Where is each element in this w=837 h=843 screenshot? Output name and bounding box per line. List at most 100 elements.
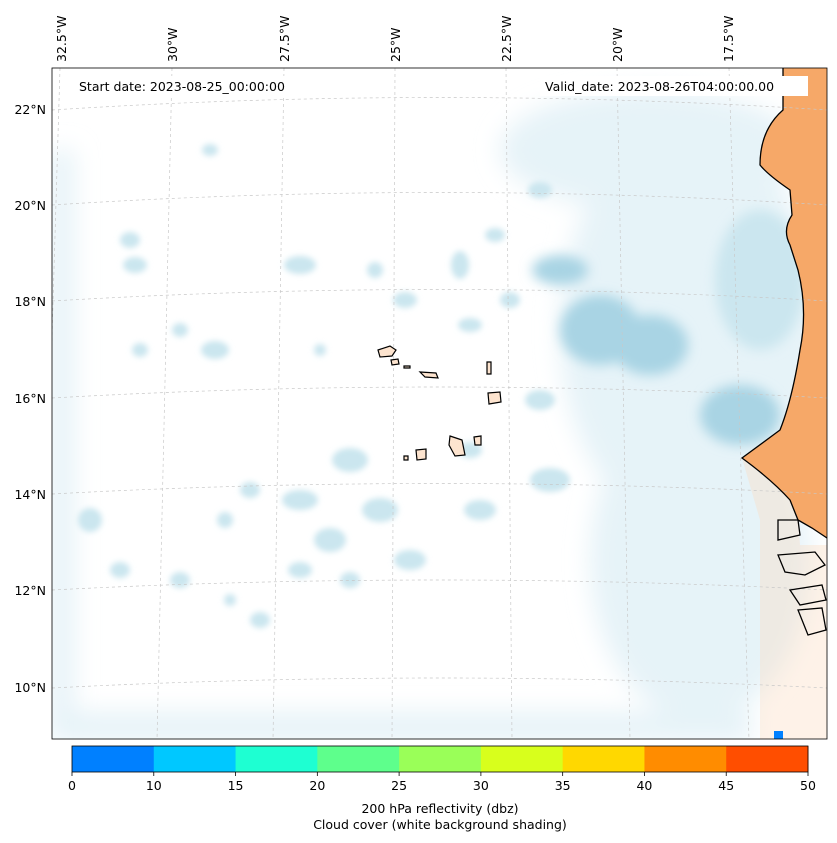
- cloud-speckle: [282, 490, 318, 510]
- island-sao-vicente: [390, 358, 400, 366]
- africa-land-shading: [742, 68, 827, 739]
- longitude-label: 27.5°W: [277, 16, 292, 62]
- colorbar-tick-label: 10: [146, 778, 162, 793]
- latitude-label: 10°N: [14, 680, 46, 695]
- colorbar-segment: [562, 746, 645, 772]
- cloud-edge-bottom: [52, 712, 752, 739]
- island-brava: [403, 455, 409, 461]
- island-boa-vista: [487, 391, 502, 405]
- lon-line-17.5: [728, 68, 750, 739]
- cloud-speckle: [250, 612, 270, 628]
- cloud-core: [715, 210, 805, 350]
- longitude-label: 17.5°W: [721, 16, 736, 62]
- cloud-speckle: [201, 341, 229, 359]
- island-maio: [473, 435, 482, 446]
- island-sal: [486, 361, 492, 375]
- colorbar-tick-label: 45: [718, 778, 734, 793]
- cloud-speckle: [394, 550, 426, 570]
- longitude-label: 30°W: [165, 27, 180, 62]
- lon-line-22.5: [505, 68, 513, 739]
- cloud-speckle: [123, 257, 147, 273]
- cloud-speckle: [314, 344, 326, 356]
- cloud-speckle: [120, 232, 140, 248]
- latitude-label: 12°N: [14, 583, 46, 598]
- cloud-speckle: [332, 448, 368, 472]
- latitude-label: 18°N: [14, 294, 46, 309]
- coastline: [740, 68, 827, 636]
- valid-date-box: [540, 76, 808, 96]
- cloud-speckle: [172, 323, 188, 337]
- cloud-speckle: [284, 256, 316, 274]
- colorbar-tick-label: 30: [473, 778, 489, 793]
- colorbar-tick-label: 50: [800, 778, 816, 793]
- colorbar-segment: [480, 746, 564, 772]
- graticule: [52, 68, 827, 739]
- cloud-speckle: [458, 318, 482, 332]
- bissagos-outline: [788, 584, 827, 606]
- lon-line-27.5: [272, 68, 285, 739]
- colorbar-segment: [72, 746, 155, 772]
- colorbar-tick-label: 25: [391, 778, 407, 793]
- colorbar-tick-label: 35: [555, 778, 571, 793]
- start-date-label: Start date: 2023-08-25_00:00:00: [79, 79, 285, 94]
- island-santo-antao: [377, 345, 397, 358]
- reflectivity-spot: [774, 731, 783, 739]
- latitude-labels: 22°N 20°N 18°N 16°N 14°N 12°N 10°N: [14, 102, 46, 695]
- lat-line-10: [52, 677, 827, 689]
- colorbar-segment: [317, 746, 400, 772]
- cloud-speckle: [288, 562, 312, 578]
- guinea-coast-outline: [797, 607, 827, 636]
- colorbar-tick-label: 20: [309, 778, 325, 793]
- colorbar-segment: [235, 746, 318, 772]
- cloud-speckle: [525, 390, 555, 410]
- gambia-outline: [777, 519, 801, 541]
- map-area: [52, 68, 827, 739]
- cloud-top: [500, 90, 800, 210]
- cloud-speckle: [362, 498, 398, 522]
- lat-line-16: [52, 386, 827, 399]
- island-santiago: [448, 435, 466, 457]
- cloud-speckle: [314, 528, 346, 552]
- lat-line-18: [52, 289, 827, 302]
- cloud-edge-left: [52, 150, 74, 739]
- colorbar: 0 10 15 20 25 30 35 40 45 50: [68, 745, 816, 793]
- cloud-speckle: [393, 292, 417, 308]
- colorbar-segment: [726, 746, 809, 772]
- lon-line-20: [616, 68, 631, 739]
- colorbar-tick-label: 15: [228, 778, 244, 793]
- cloud-core: [532, 255, 588, 285]
- lon-line-25: [391, 68, 396, 739]
- cloud-speckle: [240, 482, 260, 498]
- latitude-label: 16°N: [14, 391, 46, 406]
- longitude-label: 25°W: [388, 27, 403, 62]
- cloud-speckles: [78, 144, 570, 628]
- valid-date-label: Valid_date: 2023-08-26T04:00:00.00: [545, 79, 774, 94]
- cloud-speckle: [340, 572, 360, 588]
- colorbar-segment: [399, 746, 482, 772]
- cloud-speckle: [464, 500, 496, 520]
- colorbar-tick-label: 0: [68, 778, 76, 793]
- cloud-speckle: [217, 512, 233, 528]
- cloud-speckle: [170, 572, 190, 588]
- cloud-speckle: [367, 262, 383, 278]
- africa-coastline: [740, 68, 827, 539]
- colorbar-label: 200 hPa reflectivity (dbz): [361, 801, 519, 816]
- lon-line-30: [156, 68, 173, 739]
- latitude-label: 22°N: [14, 102, 46, 117]
- latitude-label: 14°N: [14, 487, 46, 502]
- lat-line-12: [52, 579, 827, 591]
- cloud-speckle: [202, 144, 218, 156]
- cloud-speckle: [528, 182, 552, 198]
- guinea-bissau-outline: [777, 551, 826, 576]
- cloud-core: [560, 295, 640, 365]
- cape-verde-islands: [377, 345, 502, 461]
- cloud-speckle: [485, 228, 505, 242]
- colorbar-segment: [644, 746, 727, 772]
- cloud-cover-shading: [52, 90, 820, 739]
- africa-land-south: [742, 458, 827, 739]
- island-fogo: [415, 448, 427, 461]
- latitude-label: 20°N: [14, 198, 46, 213]
- cloud-core: [700, 385, 780, 445]
- cloud-speckle: [224, 594, 236, 606]
- africa-land: [742, 68, 827, 538]
